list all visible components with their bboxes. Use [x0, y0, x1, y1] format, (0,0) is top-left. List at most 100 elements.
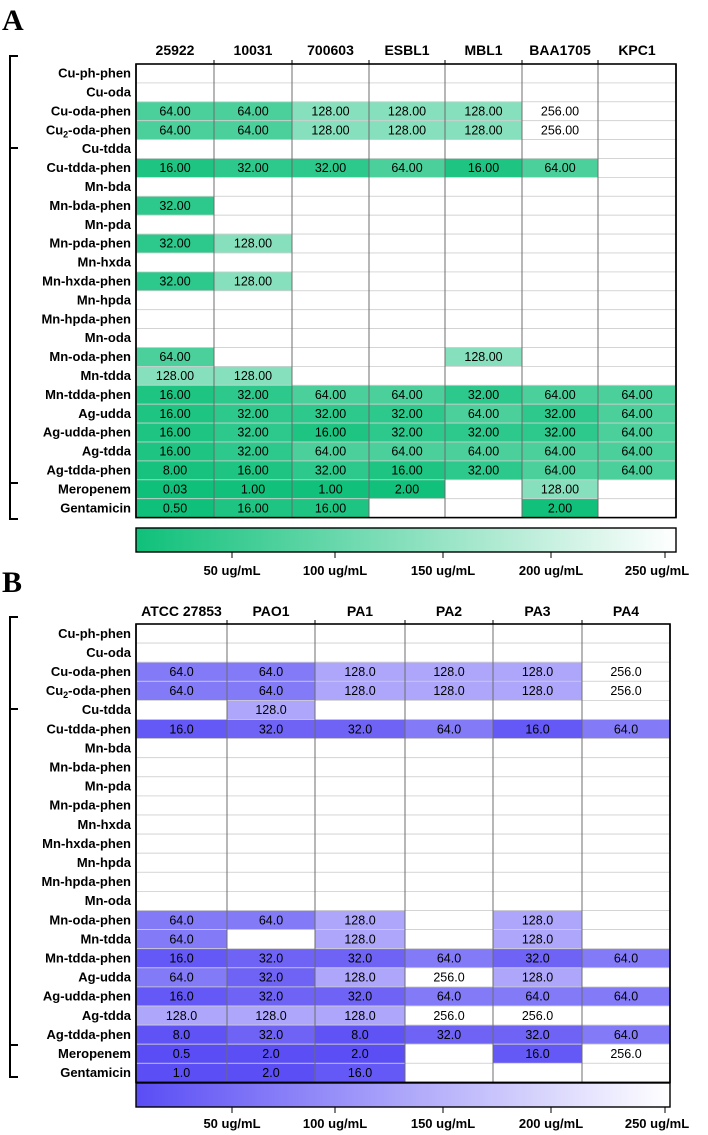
- cell-value-label: 256.0: [433, 1009, 464, 1023]
- cell-value-label: 1.00: [318, 482, 342, 496]
- heatmap-cell: [521, 309, 599, 330]
- heatmap-cell: [597, 214, 677, 235]
- cell-value-label: 0.5: [173, 1047, 190, 1061]
- heatmap-cell: [597, 158, 677, 178]
- row-label: Gentamicin: [60, 500, 131, 515]
- heatmap-cell: [314, 738, 406, 759]
- cell-value-label: 32.00: [159, 275, 190, 289]
- heatmap-cell: [581, 738, 671, 759]
- cell-value-label: 64.0: [614, 1028, 638, 1042]
- cell-value-label: 8.00: [163, 464, 187, 478]
- heatmap-cell: [291, 252, 370, 273]
- scale-tick-label: 50 ug/mL: [203, 563, 260, 578]
- scale-tick-label: 100 ug/mL: [303, 563, 367, 578]
- heatmap-cell: [213, 63, 293, 84]
- heatmap-cell: [444, 139, 523, 159]
- scale-tick-label: 150 ug/mL: [411, 1116, 475, 1131]
- heatmap-cell: [581, 700, 671, 720]
- heatmap-cell: [521, 347, 599, 367]
- row-label: Mn-oda: [85, 893, 132, 908]
- heatmap-cell: [404, 814, 494, 835]
- cell-value-label: 128.0: [344, 684, 375, 698]
- cell-value-label: 16.00: [315, 426, 346, 440]
- scale-tick-label: 150 ug/mL: [411, 563, 475, 578]
- cell-value-label: 64.0: [437, 951, 461, 965]
- heatmap-cell: [314, 757, 406, 778]
- heatmap-cell: [521, 290, 599, 311]
- cell-value-label: 128.00: [234, 275, 272, 289]
- heatmap-cell: [597, 101, 677, 122]
- heatmap-cell: [404, 891, 494, 911]
- cell-value-label: 64.00: [621, 426, 652, 440]
- heatmap-cell: [368, 309, 446, 330]
- row-label: Cu-oda: [86, 645, 132, 660]
- scale-tick-label: 250 ug/mL: [625, 1116, 689, 1131]
- cell-value-label: 2.0: [262, 1066, 279, 1080]
- heatmap-cell: [213, 139, 293, 159]
- row-label: Mn-hxda: [78, 255, 132, 270]
- column-header: PAO1: [252, 603, 289, 619]
- row-label: Cu-oda-phen: [51, 103, 131, 118]
- heatmap-cell: [368, 365, 446, 386]
- heatmap-cell: [597, 139, 677, 159]
- cell-value-label: 64.0: [437, 722, 461, 736]
- cell-value-label: 16.0: [169, 990, 193, 1004]
- cell-value-label: 256.0: [610, 684, 641, 698]
- heatmap-cell: [581, 623, 671, 644]
- heatmap-cell: [597, 498, 677, 519]
- cell-value-label: 64.0: [169, 665, 193, 679]
- column-header: PA1: [347, 603, 373, 619]
- cell-value-label: 32.00: [237, 426, 268, 440]
- heatmap-cell: [404, 623, 494, 644]
- heatmap-cell: [581, 833, 671, 854]
- cell-value-label: 64.00: [159, 350, 190, 364]
- cell-value-label: 32.0: [437, 1028, 461, 1042]
- cell-value-label: 0.50: [163, 501, 187, 515]
- row-label: Mn-tdda-phen: [45, 950, 131, 965]
- heatmap-cell: [291, 195, 370, 216]
- heatmap-cell: [291, 290, 370, 311]
- heatmap-cell: [492, 871, 583, 892]
- heatmap-cell: [521, 214, 599, 235]
- heatmap-cell: [521, 63, 599, 84]
- cell-value-label: 128.0: [344, 971, 375, 985]
- cell-value-label: 64.00: [315, 445, 346, 459]
- heatmap-cell: [597, 233, 677, 254]
- heatmap-cell: [597, 176, 677, 197]
- heatmap-cell: [368, 252, 446, 273]
- column-header: 25922: [156, 42, 195, 58]
- heatmap-cell: [135, 139, 215, 159]
- heatmap-cell: [135, 757, 228, 778]
- cell-value-label: 64.00: [468, 407, 499, 421]
- row-label: Mn-pda-phen: [49, 798, 131, 813]
- cell-value-label: 16.0: [348, 1066, 372, 1080]
- cell-value-label: 64.0: [259, 665, 283, 679]
- heatmap-cell: [444, 498, 523, 519]
- row-label: Meropenem: [58, 481, 131, 496]
- cell-value-label: 32.0: [259, 990, 283, 1004]
- heatmap-cell: [597, 365, 677, 386]
- cell-value-label: 128.0: [255, 703, 286, 717]
- cell-value-label: 128.00: [464, 350, 502, 364]
- cell-value-label: 2.0: [351, 1047, 368, 1061]
- cell-value-label: 128.0: [433, 665, 464, 679]
- heatmap-cell: [492, 1062, 583, 1083]
- heatmap-cell: [368, 290, 446, 311]
- heatmap-cell: [368, 214, 446, 235]
- row-label: Mn-hxda-phen: [42, 274, 131, 289]
- heatmap-cell: [226, 852, 316, 873]
- row-label: Mn-bda-phen: [49, 759, 131, 774]
- column-header: PA3: [524, 603, 550, 619]
- heatmap-cell: [226, 814, 316, 835]
- heatmap-cell: [314, 642, 406, 663]
- cell-value-label: 32.00: [315, 464, 346, 478]
- heatmap-cell: [492, 700, 583, 720]
- heatmap-cell: [314, 700, 406, 720]
- heatmap-cell: [368, 233, 446, 254]
- plot-border: [135, 63, 677, 519]
- cell-value-label: 128.0: [522, 971, 553, 985]
- cell-value-label: 256.0: [522, 1009, 553, 1023]
- heatmap-cell: [521, 233, 599, 254]
- row-label: Mn-pda-phen: [49, 236, 131, 251]
- heatmap-cell: [581, 1062, 671, 1083]
